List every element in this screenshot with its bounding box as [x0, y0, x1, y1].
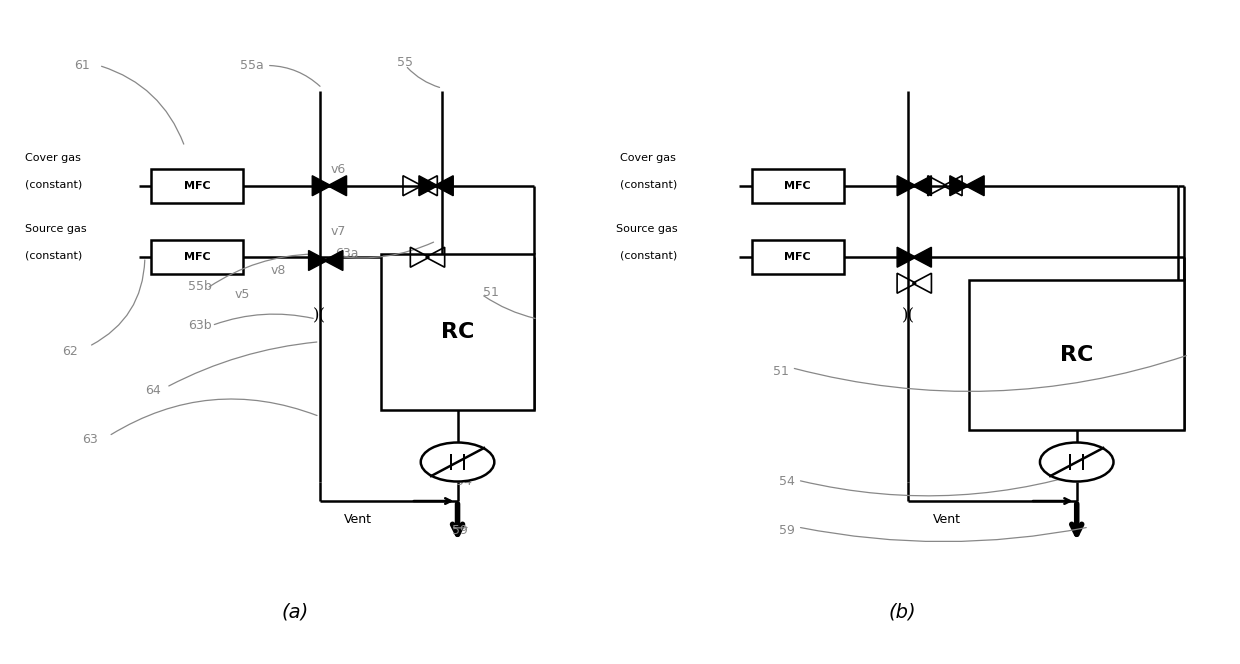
- Text: Vent: Vent: [932, 513, 961, 526]
- Text: 54: 54: [780, 475, 795, 488]
- Text: MFC: MFC: [184, 252, 211, 262]
- Bar: [751, 240, 843, 274]
- Polygon shape: [965, 176, 985, 196]
- Text: 59: 59: [453, 524, 467, 537]
- Text: )(: )(: [314, 307, 326, 324]
- Text: MFC: MFC: [785, 181, 811, 191]
- Bar: [151, 169, 243, 203]
- Text: 59: 59: [780, 524, 795, 537]
- Text: MFC: MFC: [184, 181, 211, 191]
- Polygon shape: [950, 176, 968, 196]
- Text: (b): (b): [888, 602, 916, 622]
- Text: Cover gas: Cover gas: [620, 153, 676, 163]
- Text: 63: 63: [82, 433, 98, 446]
- Polygon shape: [312, 176, 331, 196]
- Text: Cover gas: Cover gas: [25, 153, 81, 163]
- Text: 51: 51: [482, 286, 498, 299]
- Text: (constant): (constant): [620, 179, 677, 189]
- Text: 55: 55: [397, 56, 413, 68]
- Text: 63a: 63a: [336, 248, 360, 260]
- Text: 55a: 55a: [239, 59, 264, 72]
- Polygon shape: [434, 176, 454, 196]
- Text: (constant): (constant): [25, 251, 83, 261]
- Text: v8: v8: [270, 264, 286, 277]
- Bar: [751, 169, 843, 203]
- Text: (a): (a): [281, 602, 309, 622]
- Text: 55b: 55b: [188, 280, 212, 293]
- Polygon shape: [327, 176, 346, 196]
- Polygon shape: [897, 247, 916, 267]
- Text: 64: 64: [145, 384, 161, 397]
- Text: RC: RC: [1060, 345, 1094, 365]
- Polygon shape: [309, 250, 327, 270]
- Bar: [970, 280, 1184, 430]
- Text: MFC: MFC: [785, 252, 811, 262]
- Text: Vent: Vent: [345, 513, 372, 526]
- Bar: [151, 240, 243, 274]
- Text: (constant): (constant): [620, 251, 677, 261]
- Circle shape: [1040, 442, 1114, 481]
- Circle shape: [420, 442, 495, 481]
- Text: v6: v6: [331, 163, 346, 176]
- Text: Source gas: Source gas: [616, 224, 678, 234]
- Polygon shape: [913, 176, 931, 196]
- Text: 51: 51: [774, 365, 789, 378]
- Text: v7: v7: [331, 224, 346, 238]
- Polygon shape: [419, 176, 438, 196]
- Text: v5: v5: [234, 288, 249, 301]
- Text: )(: )(: [901, 307, 915, 324]
- Text: 61: 61: [74, 59, 91, 72]
- Text: 62: 62: [62, 345, 78, 358]
- Polygon shape: [913, 247, 931, 267]
- Bar: [381, 254, 534, 410]
- Text: 54: 54: [456, 475, 471, 488]
- Text: 63b: 63b: [188, 319, 212, 332]
- Polygon shape: [897, 176, 916, 196]
- Text: RC: RC: [441, 322, 474, 342]
- Text: (constant): (constant): [25, 179, 83, 189]
- Polygon shape: [324, 250, 343, 270]
- Text: Source gas: Source gas: [25, 224, 87, 234]
